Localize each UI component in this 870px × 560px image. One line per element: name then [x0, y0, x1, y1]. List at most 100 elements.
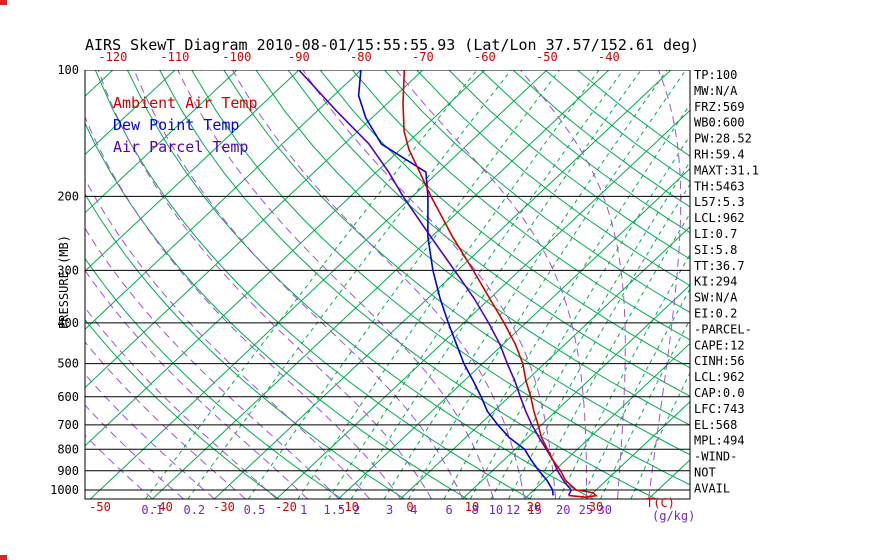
mixing-ratio-line [508, 183, 690, 499]
mixing-ratio-tick: 10 [489, 503, 503, 517]
pressure-tick: 800 [57, 442, 79, 456]
top-axis-tick: -70 [412, 50, 434, 64]
mixing-ratio-line [328, 70, 624, 499]
moist-adiabat-line [85, 178, 370, 499]
dry-adiabat-line [94, 70, 531, 499]
bottom-axis-tick: -40 [151, 500, 173, 514]
bottom-axis-unit-label: T(C) [646, 496, 675, 510]
stat-line: NOT [694, 466, 716, 480]
stat-line: L57:5.3 [694, 195, 745, 209]
stat-line: TT:36.7 [694, 259, 745, 273]
dry-adiabat-line [85, 318, 279, 499]
top-axis-tick: -110 [160, 50, 189, 64]
stat-line: AVAIL [694, 481, 730, 495]
corner-mark-top-left [0, 0, 7, 5]
legend-ambient-air-temp: Ambient Air Temp [113, 94, 258, 112]
mixing-ratio-line [297, 70, 600, 499]
isotherm-line [85, 70, 424, 389]
top-axis-tick: -120 [98, 50, 127, 64]
moist-adiabat-line [302, 70, 556, 499]
pressure-tick: 300 [57, 263, 79, 277]
mixing-ratio-line [383, 70, 668, 499]
stat-line: WB0:600 [694, 116, 745, 130]
moist-adiabat-line [85, 306, 277, 499]
bottom-axis-tick: 10 [465, 500, 479, 514]
mixing-ratio-line [490, 161, 690, 499]
isotherm-line [85, 70, 176, 156]
mixing-ratio-tick: 30 [597, 503, 611, 517]
stat-line: SW:N/A [694, 291, 738, 305]
curve-air-parcel-temp [298, 70, 573, 496]
stat-line: MAXT:31.1 [694, 163, 759, 177]
dry-adiabat-line [85, 257, 342, 499]
dry-adiabat-line [85, 122, 468, 499]
plot-area [85, 70, 690, 499]
chart-title: AIRS SkewT Diagram 2010-08-01/15:55:55.9… [85, 36, 700, 54]
top-axis-tick: -40 [598, 50, 620, 64]
isotherm-line [85, 70, 362, 330]
mixing-ratio-line [630, 371, 690, 499]
moist-adiabat-line [85, 115, 401, 499]
bottom-axis-tick: 0 [406, 500, 413, 514]
isotherm-line [400, 226, 690, 499]
stat-line: LI:0.7 [694, 227, 737, 241]
stat-line: RH:59.4 [694, 148, 745, 162]
mixing-ratio-tick: 4 [410, 503, 417, 517]
stat-line: LCL:962 [694, 370, 745, 384]
dry-adiabat-line [448, 70, 690, 260]
stat-line: EI:0.2 [694, 307, 737, 321]
mixing-ratio-tick: 12 [506, 503, 520, 517]
moist-adiabat-line [85, 269, 308, 499]
mixing-ratio-tick: 1 [300, 503, 307, 517]
bottom-axis-tick: 30 [589, 500, 603, 514]
pressure-tick: 200 [57, 189, 79, 203]
dry-adiabat-line [352, 70, 690, 341]
stat-line: MPL:494 [694, 434, 745, 448]
stat-line: TH:5463 [694, 179, 745, 193]
mixing-ratio-line [469, 134, 690, 499]
stat-line: FRZ:569 [694, 100, 745, 114]
stat-line: PW:28.52 [694, 132, 752, 146]
isotherm-line [85, 70, 486, 447]
mixing-ratio-tick: 3 [386, 503, 393, 517]
legend-air-parcel-temp: Air Parcel Temp [113, 138, 248, 156]
top-axis-tick: -50 [536, 50, 558, 64]
bottom-axis-tick: -10 [337, 500, 359, 514]
isotherm-line [85, 70, 300, 272]
pressure-tick: 100 [57, 63, 79, 77]
moist-adiabat-line [648, 70, 682, 499]
top-axis-tick: -80 [350, 50, 372, 64]
isotherm-line [214, 70, 672, 499]
mixing-ratio-line [558, 253, 690, 499]
mixing-ratio-line [247, 70, 560, 499]
top-axis-tick: -100 [222, 50, 251, 64]
dry-adiabat-line [85, 193, 405, 499]
isotherm-line [85, 70, 238, 214]
mixing-ratio-line [443, 103, 690, 499]
mixing-ratio-tick: 15 [528, 503, 542, 517]
dry-adiabat-line [384, 70, 690, 314]
plot-frame [84, 70, 691, 500]
stat-line: CINH:56 [694, 354, 745, 368]
bottom-axis-tick: -20 [275, 500, 297, 514]
pressure-tick: 500 [57, 357, 79, 371]
top-axis-tick: -90 [288, 50, 310, 64]
moist-adiabat-line [177, 70, 494, 499]
mixing-ratio-tick: 6 [446, 503, 453, 517]
pressure-tick: 400 [57, 316, 79, 330]
bottom-axis-tick: 20 [527, 500, 541, 514]
moist-adiabat-line [85, 434, 153, 499]
pressure-tick: 600 [57, 390, 79, 404]
isotherm-line [276, 109, 690, 499]
moist-adiabat-line [520, 70, 626, 499]
moist-adiabat-line [232, 70, 525, 499]
legend-dew-point-temp: Dew Point Temp [113, 116, 239, 134]
pressure-tick: 700 [57, 418, 79, 432]
stat-line: SI:5.8 [694, 243, 737, 257]
mixing-ratio-tick: 20 [556, 503, 570, 517]
isotherm-line [648, 459, 690, 499]
mixing-ratio-line [145, 70, 478, 499]
isotherm-line [524, 342, 690, 499]
